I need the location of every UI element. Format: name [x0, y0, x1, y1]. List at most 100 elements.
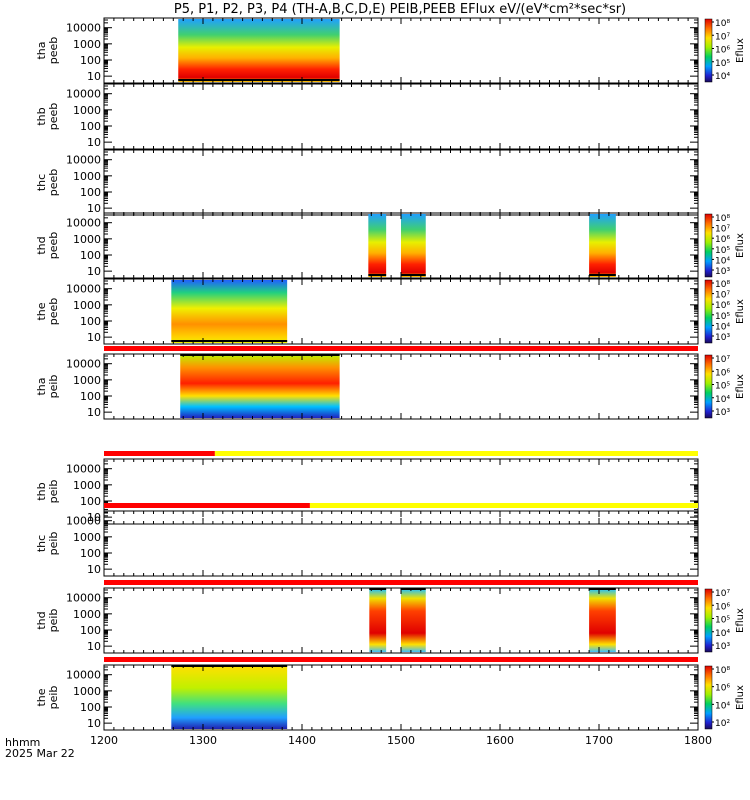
y-tick-label: 10 — [87, 406, 101, 419]
x-tick-label: 1500 — [387, 734, 415, 747]
y-tick-label: 10000 — [66, 88, 101, 101]
y-tick-label: 100 — [80, 54, 101, 67]
coverage-bar-red — [104, 657, 698, 662]
panel-label-instrument: peib — [47, 686, 60, 710]
colorbar-label: Eflux — [735, 233, 746, 258]
y-tick-label: 1000 — [73, 170, 101, 183]
colorbar-label: Eflux — [735, 685, 746, 710]
panel-label-instrument: peeb — [47, 103, 60, 131]
y-tick-label: 10000 — [66, 217, 101, 230]
y-tick-label: 10000 — [66, 283, 101, 296]
colorbar-tick-label: 10⁷ — [715, 32, 730, 42]
spectrogram-block — [369, 589, 387, 652]
y-tick-label: 10000 — [66, 592, 101, 605]
y-tick-label: 100 — [80, 624, 101, 637]
colorbar-tick-label: 10⁷ — [715, 291, 730, 301]
colorbar-tick-label: 10⁶ — [715, 301, 730, 311]
colorbar — [704, 279, 713, 344]
colorbar-tick-label: 10⁶ — [715, 46, 730, 56]
y-tick-label: 1000 — [73, 38, 101, 51]
panel-label-probe: thc — [35, 174, 48, 191]
colorbar-tick-label: 10⁸ — [715, 214, 730, 224]
y-tick-label: 10000 — [66, 463, 101, 476]
x-axis-label-hhmm: hhmm — [5, 736, 40, 749]
y-tick-label: 100 — [80, 120, 101, 133]
spectrogram-block — [401, 589, 426, 652]
spectrogram-block — [180, 355, 340, 418]
colorbar-tick-label: 10⁵ — [715, 382, 730, 392]
coverage-bar-yellow — [214, 451, 698, 456]
colorbar-tick-label: 10⁶ — [715, 368, 730, 378]
colorbar-tick-label: 10⁷ — [715, 225, 730, 235]
coverage-bar-red — [104, 451, 215, 456]
y-tick-label: 10000 — [66, 154, 101, 167]
x-axis-label-date: 2025 Mar 22 — [5, 747, 75, 760]
colorbar-tick-label: 10⁴ — [715, 72, 730, 82]
y-tick-label: 10 — [87, 717, 101, 730]
colorbar-tick-label: 10³ — [715, 267, 730, 277]
colorbar — [704, 665, 713, 730]
x-tick-label: 1400 — [288, 734, 316, 747]
y-tick-label: 10000 — [66, 669, 101, 682]
panel-label-probe: the — [35, 688, 48, 706]
y-tick-label: 1000 — [73, 299, 101, 312]
x-tick-label: 1200 — [90, 734, 118, 747]
colorbar-tick-label: 10⁵ — [715, 312, 730, 322]
coverage-bar-yellow — [309, 503, 698, 508]
y-tick-label: 1000 — [73, 104, 101, 117]
panel-label-instrument: peeb — [47, 37, 60, 65]
colorbar-tick-label: 10⁷ — [715, 355, 730, 365]
panel-label-probe: thb — [35, 482, 48, 500]
panel-label-probe: thd — [35, 236, 48, 254]
x-tick-label: 1700 — [585, 734, 613, 747]
y-tick-label: 100 — [80, 390, 101, 403]
y-tick-label: 10 — [87, 563, 101, 576]
colorbar-tick-label: 10⁴ — [715, 701, 730, 711]
colorbar-tick-label: 10⁵ — [715, 59, 730, 69]
x-tick-label: 1300 — [189, 734, 217, 747]
spectrogram-block — [368, 214, 387, 277]
y-tick-label: 1000 — [73, 233, 101, 246]
colorbar-tick-label: 10³ — [715, 333, 730, 343]
y-tick-label: 1000 — [73, 531, 101, 544]
panel-frame — [103, 83, 699, 150]
panel-label-probe: tha — [35, 41, 48, 59]
panel-label-instrument: peib — [47, 375, 60, 399]
spectrogram-block — [178, 19, 340, 82]
colorbar-label: Eflux — [735, 374, 746, 399]
y-tick-label: 1000 — [73, 608, 101, 621]
spectrogram-block — [589, 214, 616, 277]
colorbar-tick-label: 10⁵ — [715, 616, 730, 626]
colorbar — [704, 18, 713, 83]
panel-label-instrument: peeb — [47, 298, 60, 326]
spectrogram-block — [589, 589, 616, 652]
panel-label-probe: thb — [35, 107, 48, 125]
colorbar-tick-label: 10⁸ — [715, 19, 730, 29]
colorbar — [704, 354, 713, 419]
spectrogram-block — [171, 280, 288, 343]
y-tick-label: 100 — [80, 249, 101, 262]
y-tick-label: 10000 — [66, 358, 101, 371]
colorbar-tick-label: 10⁴ — [715, 395, 730, 405]
chart-title: P5, P1, P2, P3, P4 (TH-A,B,C,D,E) PEIB,P… — [174, 2, 626, 17]
panel-label-probe: thd — [35, 611, 48, 629]
panel-label-probe: thc — [35, 535, 48, 552]
x-tick-label: 1600 — [486, 734, 514, 747]
colorbar-tick-label: 10⁵ — [715, 246, 730, 256]
y-tick-label: 10 — [87, 265, 101, 278]
coverage-bar-red — [104, 580, 698, 585]
panel-label-instrument: peib — [47, 609, 60, 633]
colorbar-tick-label: 10⁷ — [715, 589, 730, 599]
panel-tha-peib: 10000 1000 100 10 tha peib 10⁷ 10⁶ 10⁵ 10⁴ 10³ Eflu… — [35, 346, 746, 420]
y-tick-label: 100 — [80, 315, 101, 328]
y-tick-label: 1000 — [73, 685, 101, 698]
y-tick-label: 10 — [87, 331, 101, 344]
colorbar-tick-label: 10⁴ — [715, 256, 730, 266]
panel-thb-peeb: 10000 1000 100 10 thb peeb — [35, 83, 699, 150]
panel-label-instrument: peeb — [47, 169, 60, 197]
panel-tha-peeb: 10000 1000 100 10 tha peeb 10⁸ 10⁷ 10⁶ 10⁵ 10⁴ Eflu… — [35, 17, 746, 84]
panel-frame — [103, 149, 699, 216]
colorbar-tick-label: 10³ — [715, 408, 730, 418]
y-tick-label: 10000 — [66, 515, 101, 528]
